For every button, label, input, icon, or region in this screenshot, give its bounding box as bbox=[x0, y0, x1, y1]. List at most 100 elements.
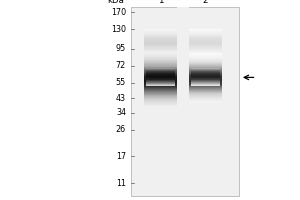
Bar bbox=[191, 71, 220, 72]
Bar bbox=[144, 33, 177, 34]
Bar bbox=[144, 58, 177, 59]
Bar bbox=[189, 44, 222, 45]
Bar bbox=[189, 53, 222, 54]
Bar bbox=[144, 63, 177, 64]
Bar bbox=[189, 64, 222, 65]
Bar bbox=[144, 67, 177, 68]
Bar bbox=[144, 80, 177, 81]
Bar bbox=[146, 79, 175, 80]
Bar bbox=[191, 72, 220, 73]
Bar bbox=[144, 100, 177, 101]
Bar bbox=[144, 79, 177, 80]
Bar bbox=[191, 84, 220, 85]
Bar bbox=[189, 74, 222, 75]
Bar bbox=[144, 99, 177, 100]
Bar bbox=[189, 51, 222, 52]
Bar bbox=[146, 72, 175, 73]
Bar bbox=[146, 76, 175, 77]
Bar bbox=[144, 100, 177, 101]
Bar bbox=[189, 60, 222, 61]
Bar bbox=[191, 81, 220, 82]
Bar bbox=[144, 83, 177, 84]
Bar bbox=[144, 40, 177, 41]
Bar bbox=[144, 77, 177, 78]
Bar bbox=[146, 70, 175, 71]
Bar bbox=[144, 56, 177, 57]
Bar bbox=[189, 71, 222, 72]
Bar bbox=[189, 33, 222, 34]
Bar bbox=[144, 47, 177, 48]
Bar bbox=[144, 82, 177, 83]
Bar bbox=[144, 74, 177, 75]
Bar bbox=[144, 64, 177, 65]
Bar bbox=[189, 80, 222, 81]
Bar bbox=[144, 31, 177, 32]
Bar bbox=[144, 87, 177, 88]
Bar bbox=[189, 97, 222, 98]
Bar bbox=[189, 39, 222, 40]
Bar bbox=[189, 83, 222, 84]
Bar bbox=[144, 91, 177, 92]
Bar bbox=[146, 78, 175, 79]
Bar bbox=[189, 93, 222, 94]
Bar bbox=[191, 82, 220, 83]
Bar bbox=[189, 74, 222, 75]
Bar bbox=[144, 32, 177, 33]
Bar bbox=[144, 87, 177, 88]
Bar bbox=[189, 63, 222, 64]
Bar bbox=[144, 30, 177, 31]
Bar bbox=[146, 70, 175, 71]
Text: 17: 17 bbox=[116, 152, 126, 161]
Bar bbox=[144, 40, 177, 41]
Bar bbox=[189, 72, 222, 73]
Bar bbox=[191, 74, 220, 75]
Bar bbox=[191, 75, 220, 76]
Bar bbox=[189, 77, 222, 78]
Bar bbox=[189, 31, 222, 32]
Bar bbox=[144, 70, 177, 71]
Bar bbox=[189, 86, 222, 87]
Bar bbox=[191, 74, 220, 75]
Bar bbox=[189, 32, 222, 33]
Bar bbox=[144, 88, 177, 89]
Bar bbox=[144, 74, 177, 75]
Bar bbox=[189, 62, 222, 63]
Bar bbox=[144, 101, 177, 102]
Bar bbox=[144, 36, 177, 37]
Bar bbox=[189, 54, 222, 55]
Bar bbox=[146, 71, 175, 72]
Bar bbox=[146, 83, 175, 84]
Bar bbox=[144, 60, 177, 61]
Bar bbox=[191, 78, 220, 79]
Bar bbox=[189, 48, 222, 49]
Text: 95: 95 bbox=[116, 44, 126, 53]
Text: 55: 55 bbox=[116, 78, 126, 87]
Bar bbox=[144, 52, 177, 53]
Bar bbox=[144, 78, 177, 79]
Bar bbox=[191, 77, 220, 78]
Bar bbox=[146, 82, 175, 83]
Bar bbox=[144, 34, 177, 35]
Bar bbox=[189, 83, 222, 84]
Bar bbox=[146, 82, 175, 83]
Bar bbox=[189, 84, 222, 85]
Bar bbox=[144, 54, 177, 55]
Bar bbox=[144, 60, 177, 61]
Bar bbox=[189, 81, 222, 82]
Bar bbox=[189, 96, 222, 97]
Bar bbox=[189, 81, 222, 82]
Bar bbox=[189, 45, 222, 46]
Bar bbox=[189, 40, 222, 41]
Bar bbox=[189, 51, 222, 52]
Bar bbox=[144, 53, 177, 54]
Bar bbox=[146, 81, 175, 82]
Bar bbox=[191, 73, 220, 74]
Bar bbox=[189, 52, 222, 53]
Bar bbox=[144, 59, 177, 60]
Bar bbox=[146, 85, 175, 86]
Bar bbox=[144, 86, 177, 87]
Bar bbox=[189, 43, 222, 44]
Bar bbox=[191, 70, 220, 71]
Bar bbox=[191, 77, 220, 78]
Bar bbox=[144, 89, 177, 90]
